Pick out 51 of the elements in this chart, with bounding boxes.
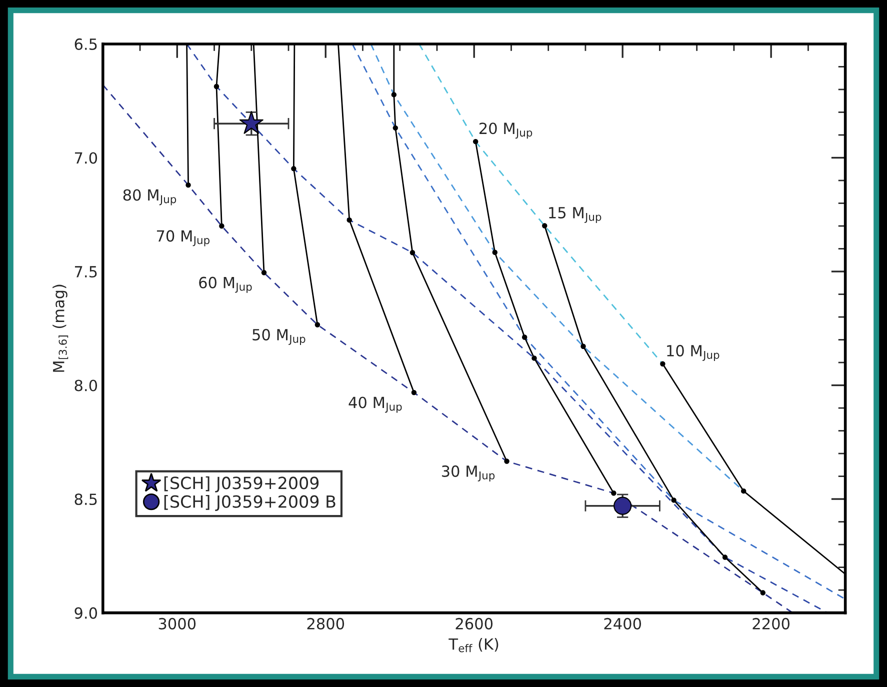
point — [214, 84, 220, 90]
point — [580, 344, 586, 349]
point — [261, 270, 267, 276]
point — [611, 490, 616, 496]
legend-label: [SCH] J0359+2009 — [164, 476, 319, 492]
point — [504, 458, 510, 464]
x-tick-label: 3000 — [158, 618, 196, 630]
series-label: 80 M$_{Jup}$ — [123, 189, 176, 206]
x-axis-title: T$_{eff}$ (K) — [448, 638, 498, 652]
series-label: 15 M$_{Jup}$ — [549, 207, 602, 223]
point — [492, 250, 498, 255]
series-label: 60 M$_{Jup}$ — [199, 276, 252, 293]
point — [391, 92, 397, 98]
series-label: 50 M$_{Jup}$ — [252, 328, 306, 345]
point — [291, 166, 296, 172]
y-tick-label: 7.5 — [74, 266, 97, 278]
line-series — [102, 84, 794, 613]
point — [411, 390, 417, 396]
point — [392, 125, 398, 131]
y-tick-label: 7.0 — [74, 152, 98, 164]
series-label: 70 M$_{Jup}$ — [156, 230, 210, 246]
point — [472, 138, 478, 144]
point — [671, 498, 676, 503]
series-label: 20 M$_{Jup}$ — [479, 122, 532, 139]
y-tick-label: 9.0 — [74, 607, 98, 619]
y-tick-label: 6.5 — [74, 38, 97, 50]
x-tick-label: 2400 — [604, 618, 642, 630]
point — [522, 334, 528, 340]
x-tick-label: 2800 — [307, 618, 344, 630]
point — [722, 554, 728, 560]
y-axis-title: M$_{[3.6]}$ (mag) — [52, 284, 68, 372]
x-tick-label: 2200 — [752, 618, 790, 630]
point — [239, 111, 264, 134]
point — [760, 590, 766, 596]
point — [542, 223, 548, 228]
point — [219, 223, 224, 229]
point — [660, 361, 666, 366]
point — [186, 182, 191, 188]
legend-label: [SCH] J0359+2009 B — [164, 494, 336, 511]
point — [346, 217, 352, 223]
point — [614, 496, 632, 515]
point — [532, 356, 537, 361]
y-tick-label: 8.0 — [74, 380, 98, 392]
series-label: 40 M$_{Jup}$ — [348, 396, 402, 413]
series-label: 30 M$_{Jup}$ — [442, 465, 495, 482]
point — [314, 322, 320, 328]
point — [410, 250, 416, 256]
point — [741, 488, 746, 494]
y-tick-label: 8.5 — [74, 494, 97, 506]
series-label: 10 M$_{Jup}$ — [667, 344, 720, 361]
x-tick-label: 2600 — [456, 618, 493, 630]
